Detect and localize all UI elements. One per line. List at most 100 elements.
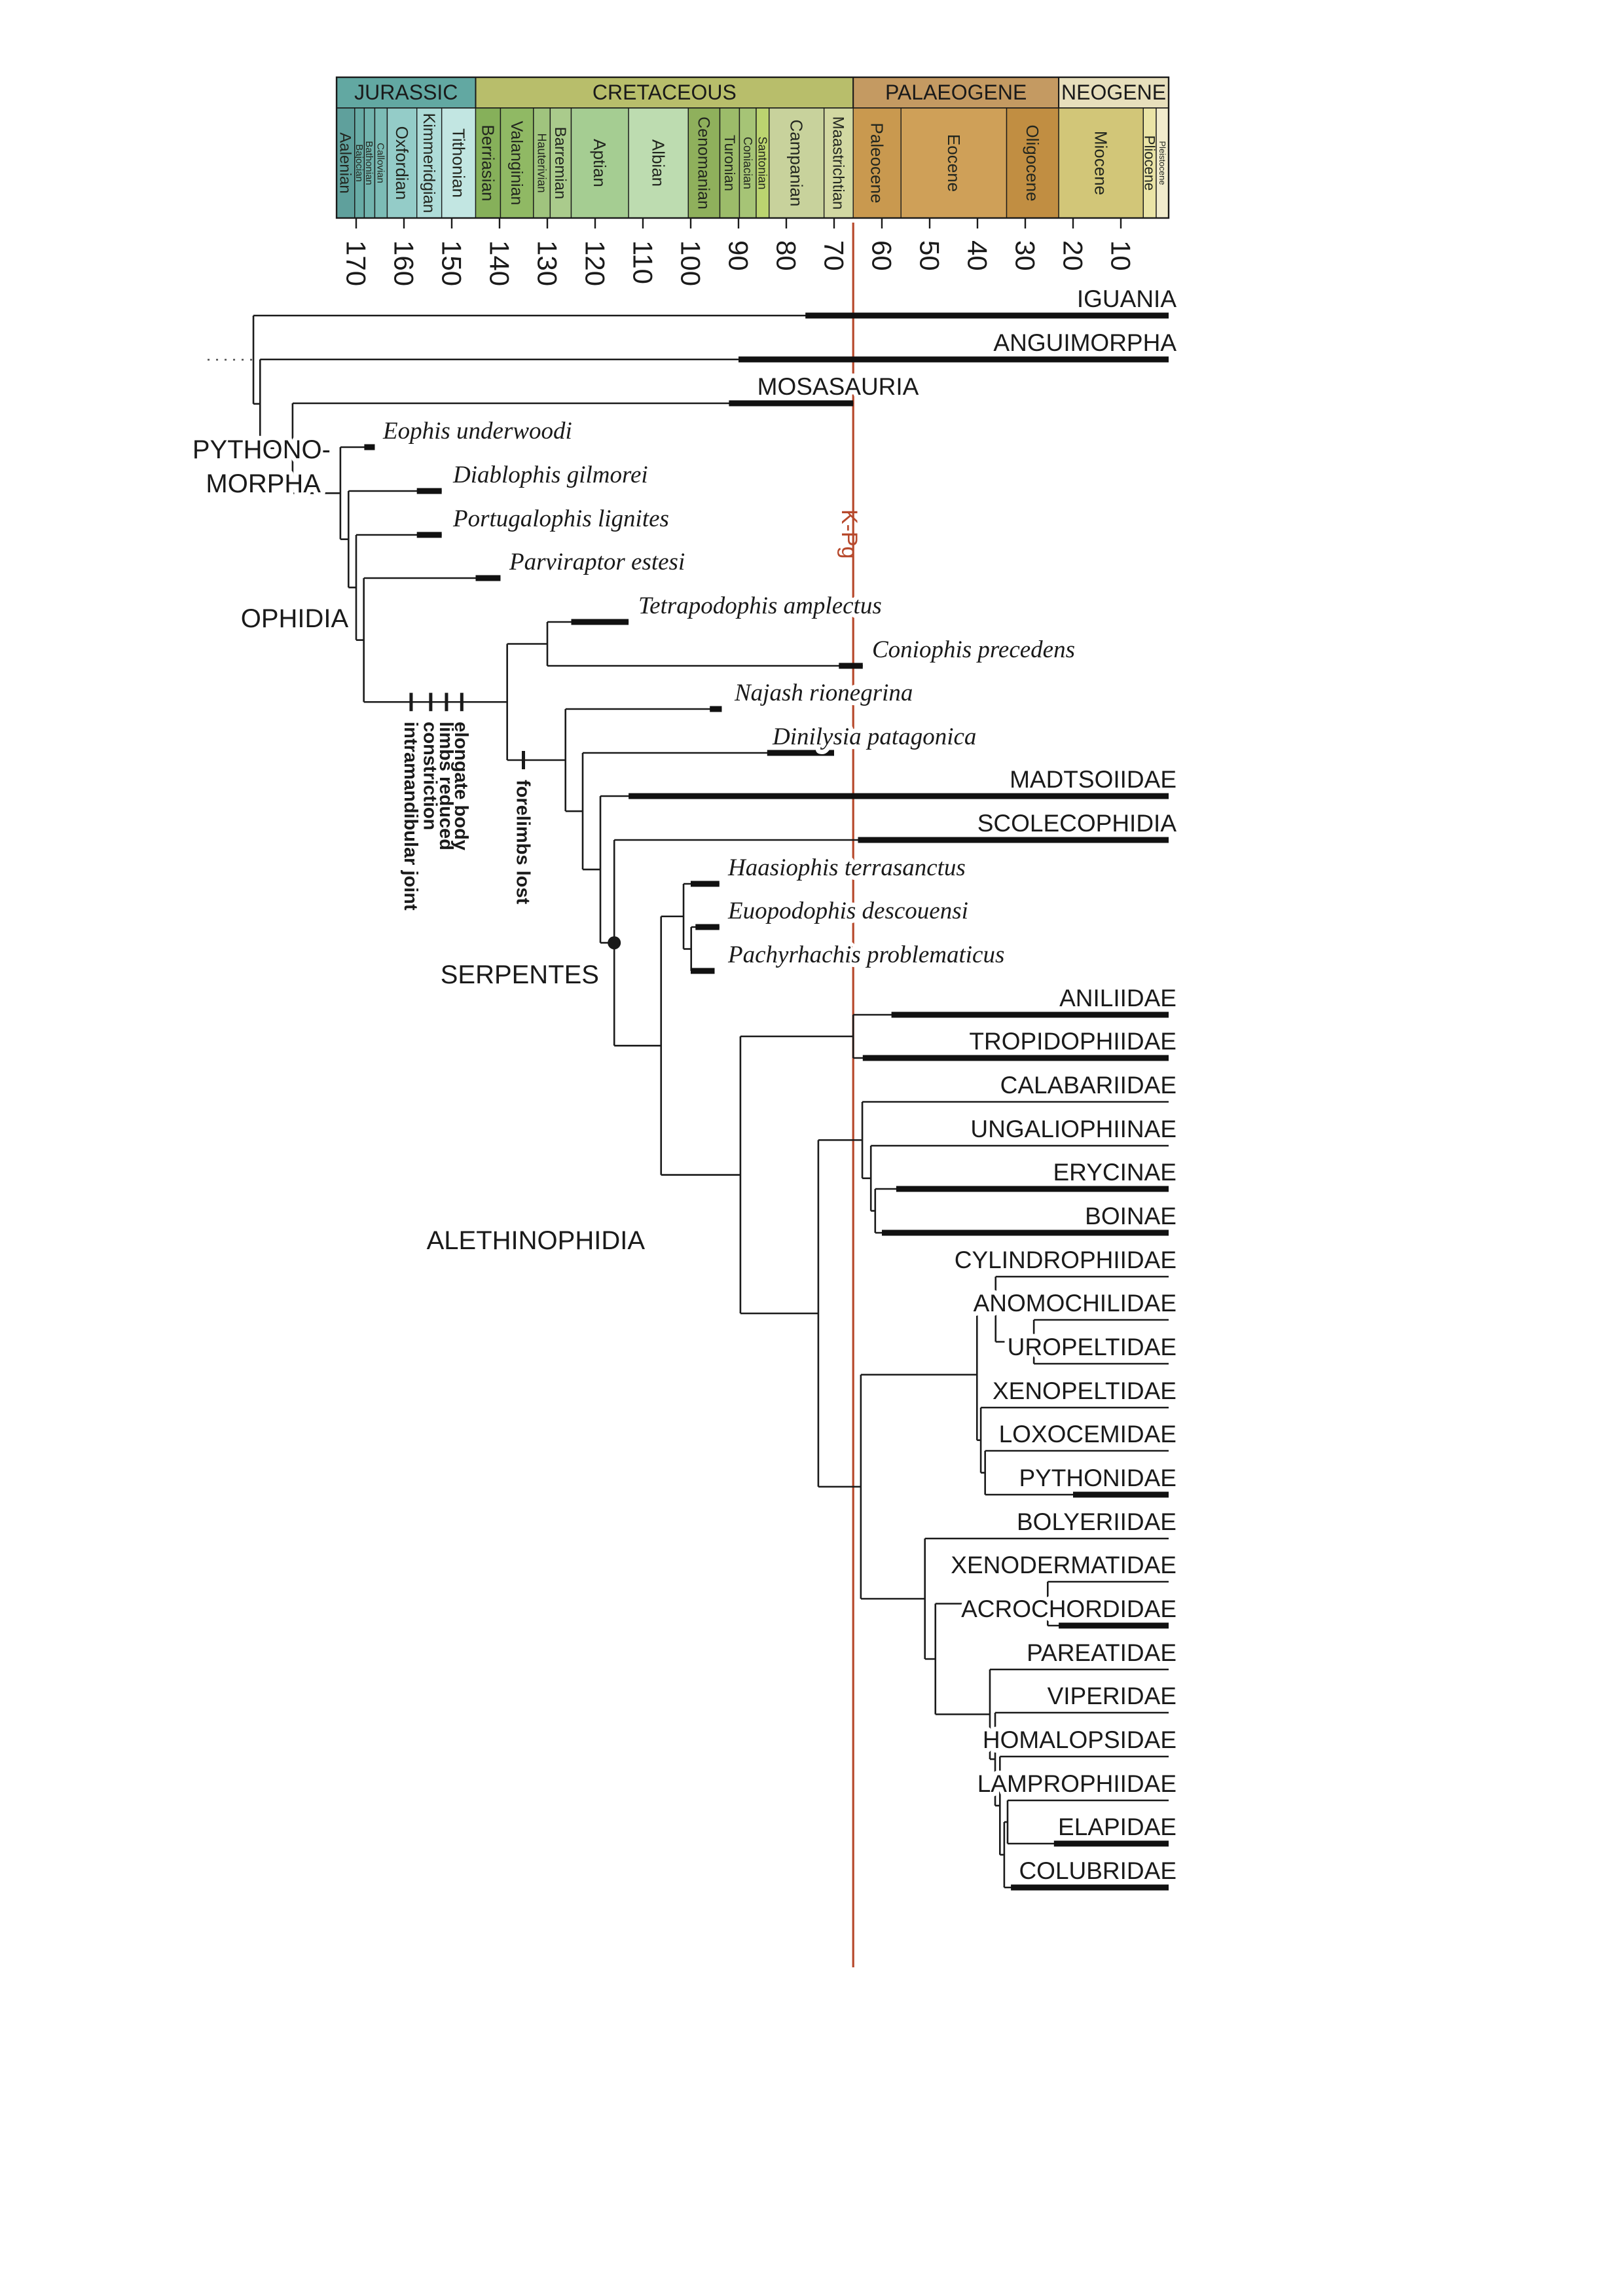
tip-label-UNGALIOPHIINAE: UNGALIOPHIINAE — [970, 1116, 1176, 1142]
char-label: elongate body — [450, 721, 471, 850]
clade-label-ophidia: OPHIDIA — [241, 604, 349, 633]
stage-label-Coniacian: Coniacian — [741, 137, 754, 189]
stage-box-Hauterivian — [533, 107, 551, 219]
period-label-PALAEOGENE: PALAEOGENE — [885, 81, 1027, 104]
period-label-NEOGENE: NEOGENE — [1061, 81, 1166, 104]
clade-label-serpentes: SERPENTES — [441, 960, 599, 989]
range-bar-Parviraptor — [475, 575, 501, 581]
stage-label-Aptian: Aptian — [590, 139, 610, 187]
tip-label-XENOPELTIDAE: XENOPELTIDAE — [993, 1377, 1176, 1404]
stage-box-Campanian — [769, 107, 825, 219]
axis-label-20: 20 — [1057, 240, 1088, 271]
axis-label-60: 60 — [866, 240, 897, 271]
stage-label-Kimmeridgian: Kimmeridgian — [420, 113, 438, 213]
char-label: intramandibular joint — [400, 721, 421, 911]
stage-label-Miocene: Miocene — [1091, 131, 1111, 195]
range-bar-MOSASAURIA — [729, 400, 854, 407]
range-bar-COLUBRIDAE — [1011, 1884, 1169, 1891]
stage-box-Tithonian — [441, 107, 477, 219]
tip-label-BOINAE: BOINAE — [1085, 1203, 1176, 1230]
clade-node-dot — [608, 936, 621, 950]
stage-box-Cenomanian — [687, 107, 721, 219]
char-label: constriction — [420, 721, 441, 830]
period-label-JURASSIC: JURASSIC — [354, 81, 458, 104]
tip-label-Dinilysia: Dinilysia patagonica — [772, 723, 976, 750]
tip-label-ANGUIMORPHA: ANGUIMORPHA — [993, 329, 1176, 356]
axis-label-10: 10 — [1105, 240, 1136, 271]
period-box-CRETACEOUS — [475, 77, 854, 109]
tip-label-ACROCHORDIDAE: ACROCHORDIDAE — [961, 1595, 1176, 1622]
stage-label-Aalenian: Aalenian — [337, 132, 354, 193]
range-bar-ANILIIDAE — [891, 1011, 1169, 1018]
stage-box-Berriasian — [475, 107, 501, 219]
tip-label-Haasiophis: Haasiophis terrasanctus — [727, 854, 966, 881]
range-bar-BOINAE — [882, 1230, 1169, 1236]
char-label: limbs reduced — [435, 721, 456, 850]
stage-label-Oligocene: Oligocene — [1023, 124, 1042, 201]
range-bar-Euopodophis — [695, 924, 720, 930]
stage-box-Oligocene — [1006, 107, 1059, 219]
stage-label-Paleocene: Paleocene — [867, 123, 887, 204]
timescale-border — [335, 76, 1170, 219]
axis-label-40: 40 — [962, 240, 993, 271]
range-bar-Dinilysia — [767, 750, 834, 756]
stage-label-Pleistocene: Pleistocene — [1158, 141, 1167, 185]
axis-label-90: 90 — [723, 240, 754, 271]
tip-label-VIPERIDAE: VIPERIDAE — [1048, 1683, 1176, 1709]
period-label-CRETACEOUS: CRETACEOUS — [593, 81, 737, 104]
tip-label-XENODERMATIDAE: XENODERMATIDAE — [951, 1552, 1176, 1578]
kpg-label: K-Pg — [837, 509, 862, 559]
tip-label-LAMPROPHIIDAE: LAMPROPHIIDAE — [977, 1770, 1176, 1797]
clade-label-pythono: PYTHONO- — [192, 435, 331, 464]
axis-label-50: 50 — [914, 240, 945, 271]
stage-box-Paleocene — [852, 107, 902, 219]
stage-label-Albian: Albian — [649, 139, 668, 187]
range-bar-Tetrapodophis — [571, 619, 629, 625]
stage-label-Eocene: Eocene — [944, 134, 964, 192]
clade-label-morpha: MORPHA — [206, 469, 321, 498]
stage-box-Albian — [628, 107, 689, 219]
stage-label-Berriasian: Berriasian — [478, 124, 498, 201]
range-bar-SCOLECOPHIDIA — [858, 837, 1169, 843]
tip-label-LOXOCEMIDAE: LOXOCEMIDAE — [999, 1421, 1176, 1448]
tip-label-Euopodophis: Euopodophis descouensi — [727, 898, 968, 924]
tip-label-Portugalophis: Portugalophis lignites — [452, 505, 669, 532]
tip-label-TROPIDOPHIIDAE: TROPIDOPHIIDAE — [969, 1028, 1176, 1055]
range-bar-TROPIDOPHIIDAE — [862, 1055, 1169, 1061]
char-label: forelimbs lost — [512, 780, 533, 904]
axis-label-170: 170 — [340, 240, 371, 286]
axis-label-70: 70 — [818, 240, 849, 271]
axis-label-120: 120 — [579, 240, 610, 286]
tip-label-Tetrapodophis: Tetrapodophis amplectus — [638, 592, 882, 619]
range-bar-ANGUIMORPHA — [739, 356, 1169, 363]
stage-box-Miocene — [1058, 107, 1144, 219]
clade-node-dot — [285, 441, 299, 455]
tip-label-Pachyrhachis: Pachyrhachis problematicus — [727, 941, 1004, 968]
tip-label-SCOLECOPHIDIA: SCOLECOPHIDIA — [977, 810, 1177, 837]
range-bar-PYTHONIDAE — [1073, 1491, 1169, 1498]
axis-label-110: 110 — [627, 240, 658, 284]
tip-label-Diablophis: Diablophis gilmorei — [452, 462, 648, 488]
clade-label-alethinophidia: ALETHINOPHIDIA — [427, 1226, 646, 1255]
stage-label-Campanian: Campanian — [787, 120, 807, 207]
stage-box-Oxfordian — [386, 107, 418, 219]
tip-label-Parviraptor: Parviraptor estesi — [509, 549, 685, 575]
range-bar-IGUANIA — [805, 312, 1169, 319]
tip-label-BOLYERIIDAE: BOLYERIIDAE — [1017, 1508, 1176, 1535]
stage-label-Callovian: Callovian — [375, 143, 386, 183]
stage-label-Pliocene: Pliocene — [1141, 136, 1158, 191]
stage-label-Turonian: Turonian — [721, 135, 738, 191]
stage-label-Hauterivian: Hauterivian — [535, 133, 548, 192]
tip-label-IGUANIA: IGUANIA — [1077, 285, 1176, 312]
tip-label-Eophis: Eophis underwoodi — [382, 418, 572, 445]
tip-label-COLUBRIDAE: COLUBRIDAE — [1019, 1857, 1176, 1884]
tip-label-PYTHONIDAE: PYTHONIDAE — [1019, 1465, 1176, 1491]
axis-label-80: 80 — [771, 240, 801, 271]
stage-label-Tithonian: Tithonian — [448, 128, 468, 198]
stage-box-Aptian — [570, 107, 629, 219]
tip-label-MOSASAURIA: MOSASAURIA — [757, 373, 919, 400]
range-bar-MADTSOIIDAE — [629, 793, 1169, 799]
tip-label-ELAPIDAE: ELAPIDAE — [1058, 1813, 1176, 1840]
